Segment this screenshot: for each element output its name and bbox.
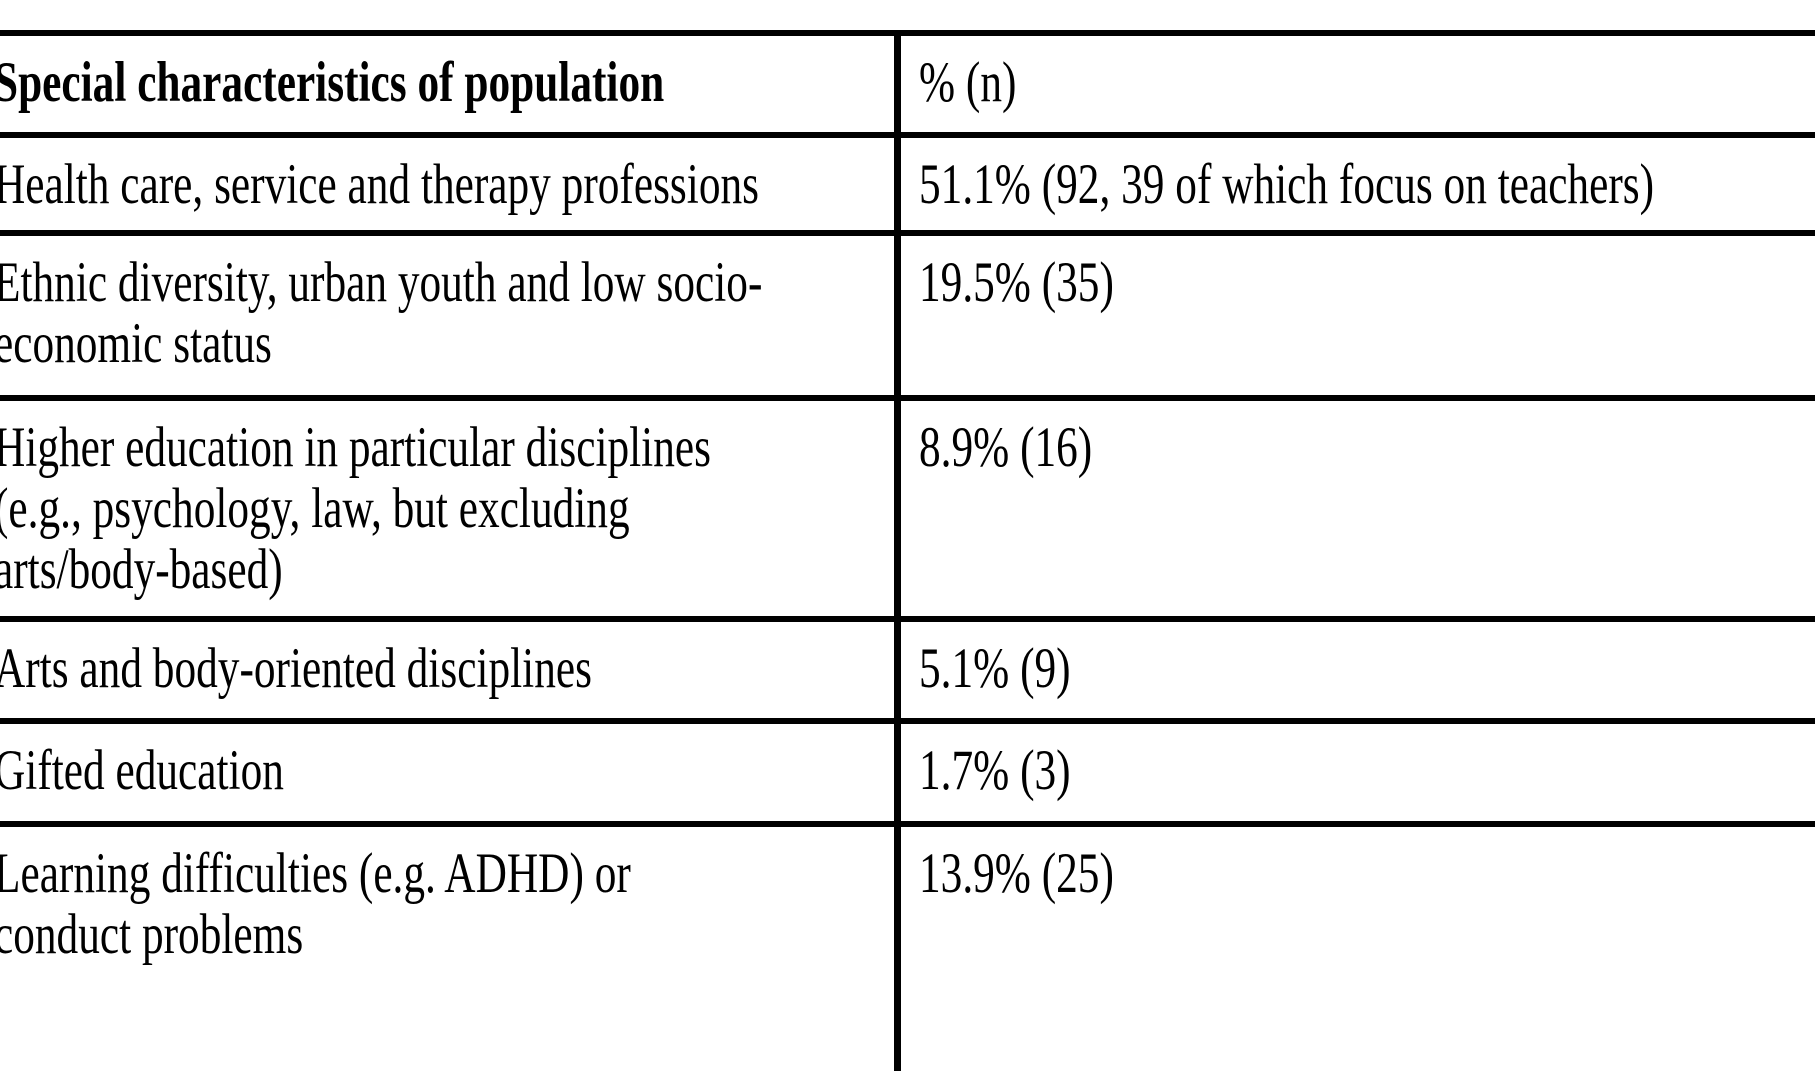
characteristic-cell: Higher education in particular disciplin… xyxy=(0,401,901,616)
value-cell: 13.9% (25) xyxy=(901,827,1815,1071)
characteristic-text-line: Health care, service and therapy profess… xyxy=(0,153,759,216)
table-row-arts-disciplines: Arts and body-oriented disciplines 5.1% … xyxy=(0,616,1815,718)
characteristic-text-line: Arts and body-oriented disciplines xyxy=(0,637,592,700)
table-row-ethnic-diversity: Ethnic diversity, urban youth and low so… xyxy=(0,230,1815,395)
table-row-health-care: Health care, service and therapy profess… xyxy=(0,132,1815,230)
value-cell: 19.5% (35) xyxy=(901,236,1815,395)
characteristic-cell: Health care, service and therapy profess… xyxy=(0,138,901,230)
value-cell: 51.1% (92, 39 of which focus on teachers… xyxy=(901,138,1815,230)
characteristic-text-line: conduct problems xyxy=(0,903,304,966)
characteristic-text-line: Learning difficulties (e.g. ADHD) or xyxy=(0,842,631,905)
table-header-row: Special characteristics of population % … xyxy=(0,30,1815,132)
value-text: 5.1% (9) xyxy=(919,637,1071,700)
characteristic-text-line: economic status xyxy=(0,312,272,375)
characteristic-text-line: Gifted education xyxy=(0,739,284,802)
value-cell: 1.7% (3) xyxy=(901,724,1815,821)
header-cell-characteristic: Special characteristics of population xyxy=(0,36,901,132)
characteristic-text-line: Higher education in particular disciplin… xyxy=(0,416,711,479)
value-text: 13.9% (25) xyxy=(919,842,1114,905)
header-characteristic-label: Special characteristics of population xyxy=(0,51,665,114)
header-cell-percent-n: % (n) xyxy=(901,36,1815,132)
characteristic-cell: Arts and body-oriented disciplines xyxy=(0,622,901,718)
characteristic-cell: Ethnic diversity, urban youth and low so… xyxy=(0,236,901,395)
table-row-higher-education: Higher education in particular disciplin… xyxy=(0,395,1815,616)
characteristic-text-line: arts/body-based) xyxy=(0,538,283,601)
table-row-gifted-education: Gifted education 1.7% (3) xyxy=(0,718,1815,821)
population-characteristics-table: Special characteristics of population % … xyxy=(0,30,1815,1071)
value-cell: 5.1% (9) xyxy=(901,622,1815,718)
value-text: 8.9% (16) xyxy=(919,416,1093,479)
header-percent-n-label: % (n) xyxy=(919,51,1017,114)
characteristic-cell: Learning difficulties (e.g. ADHD) or con… xyxy=(0,827,901,1071)
characteristic-text-line: Ethnic diversity, urban youth and low so… xyxy=(0,251,763,314)
characteristic-cell: Gifted education xyxy=(0,724,901,821)
value-text: 51.1% (92, 39 of which focus on teachers… xyxy=(919,153,1655,216)
value-text: 1.7% (3) xyxy=(919,739,1071,802)
characteristic-text-line: (e.g., psychology, law, but excluding xyxy=(0,477,630,540)
value-text: 19.5% (35) xyxy=(919,251,1114,314)
value-cell: 8.9% (16) xyxy=(901,401,1815,616)
table-row-learning-difficulties: Learning difficulties (e.g. ADHD) or con… xyxy=(0,821,1815,1071)
